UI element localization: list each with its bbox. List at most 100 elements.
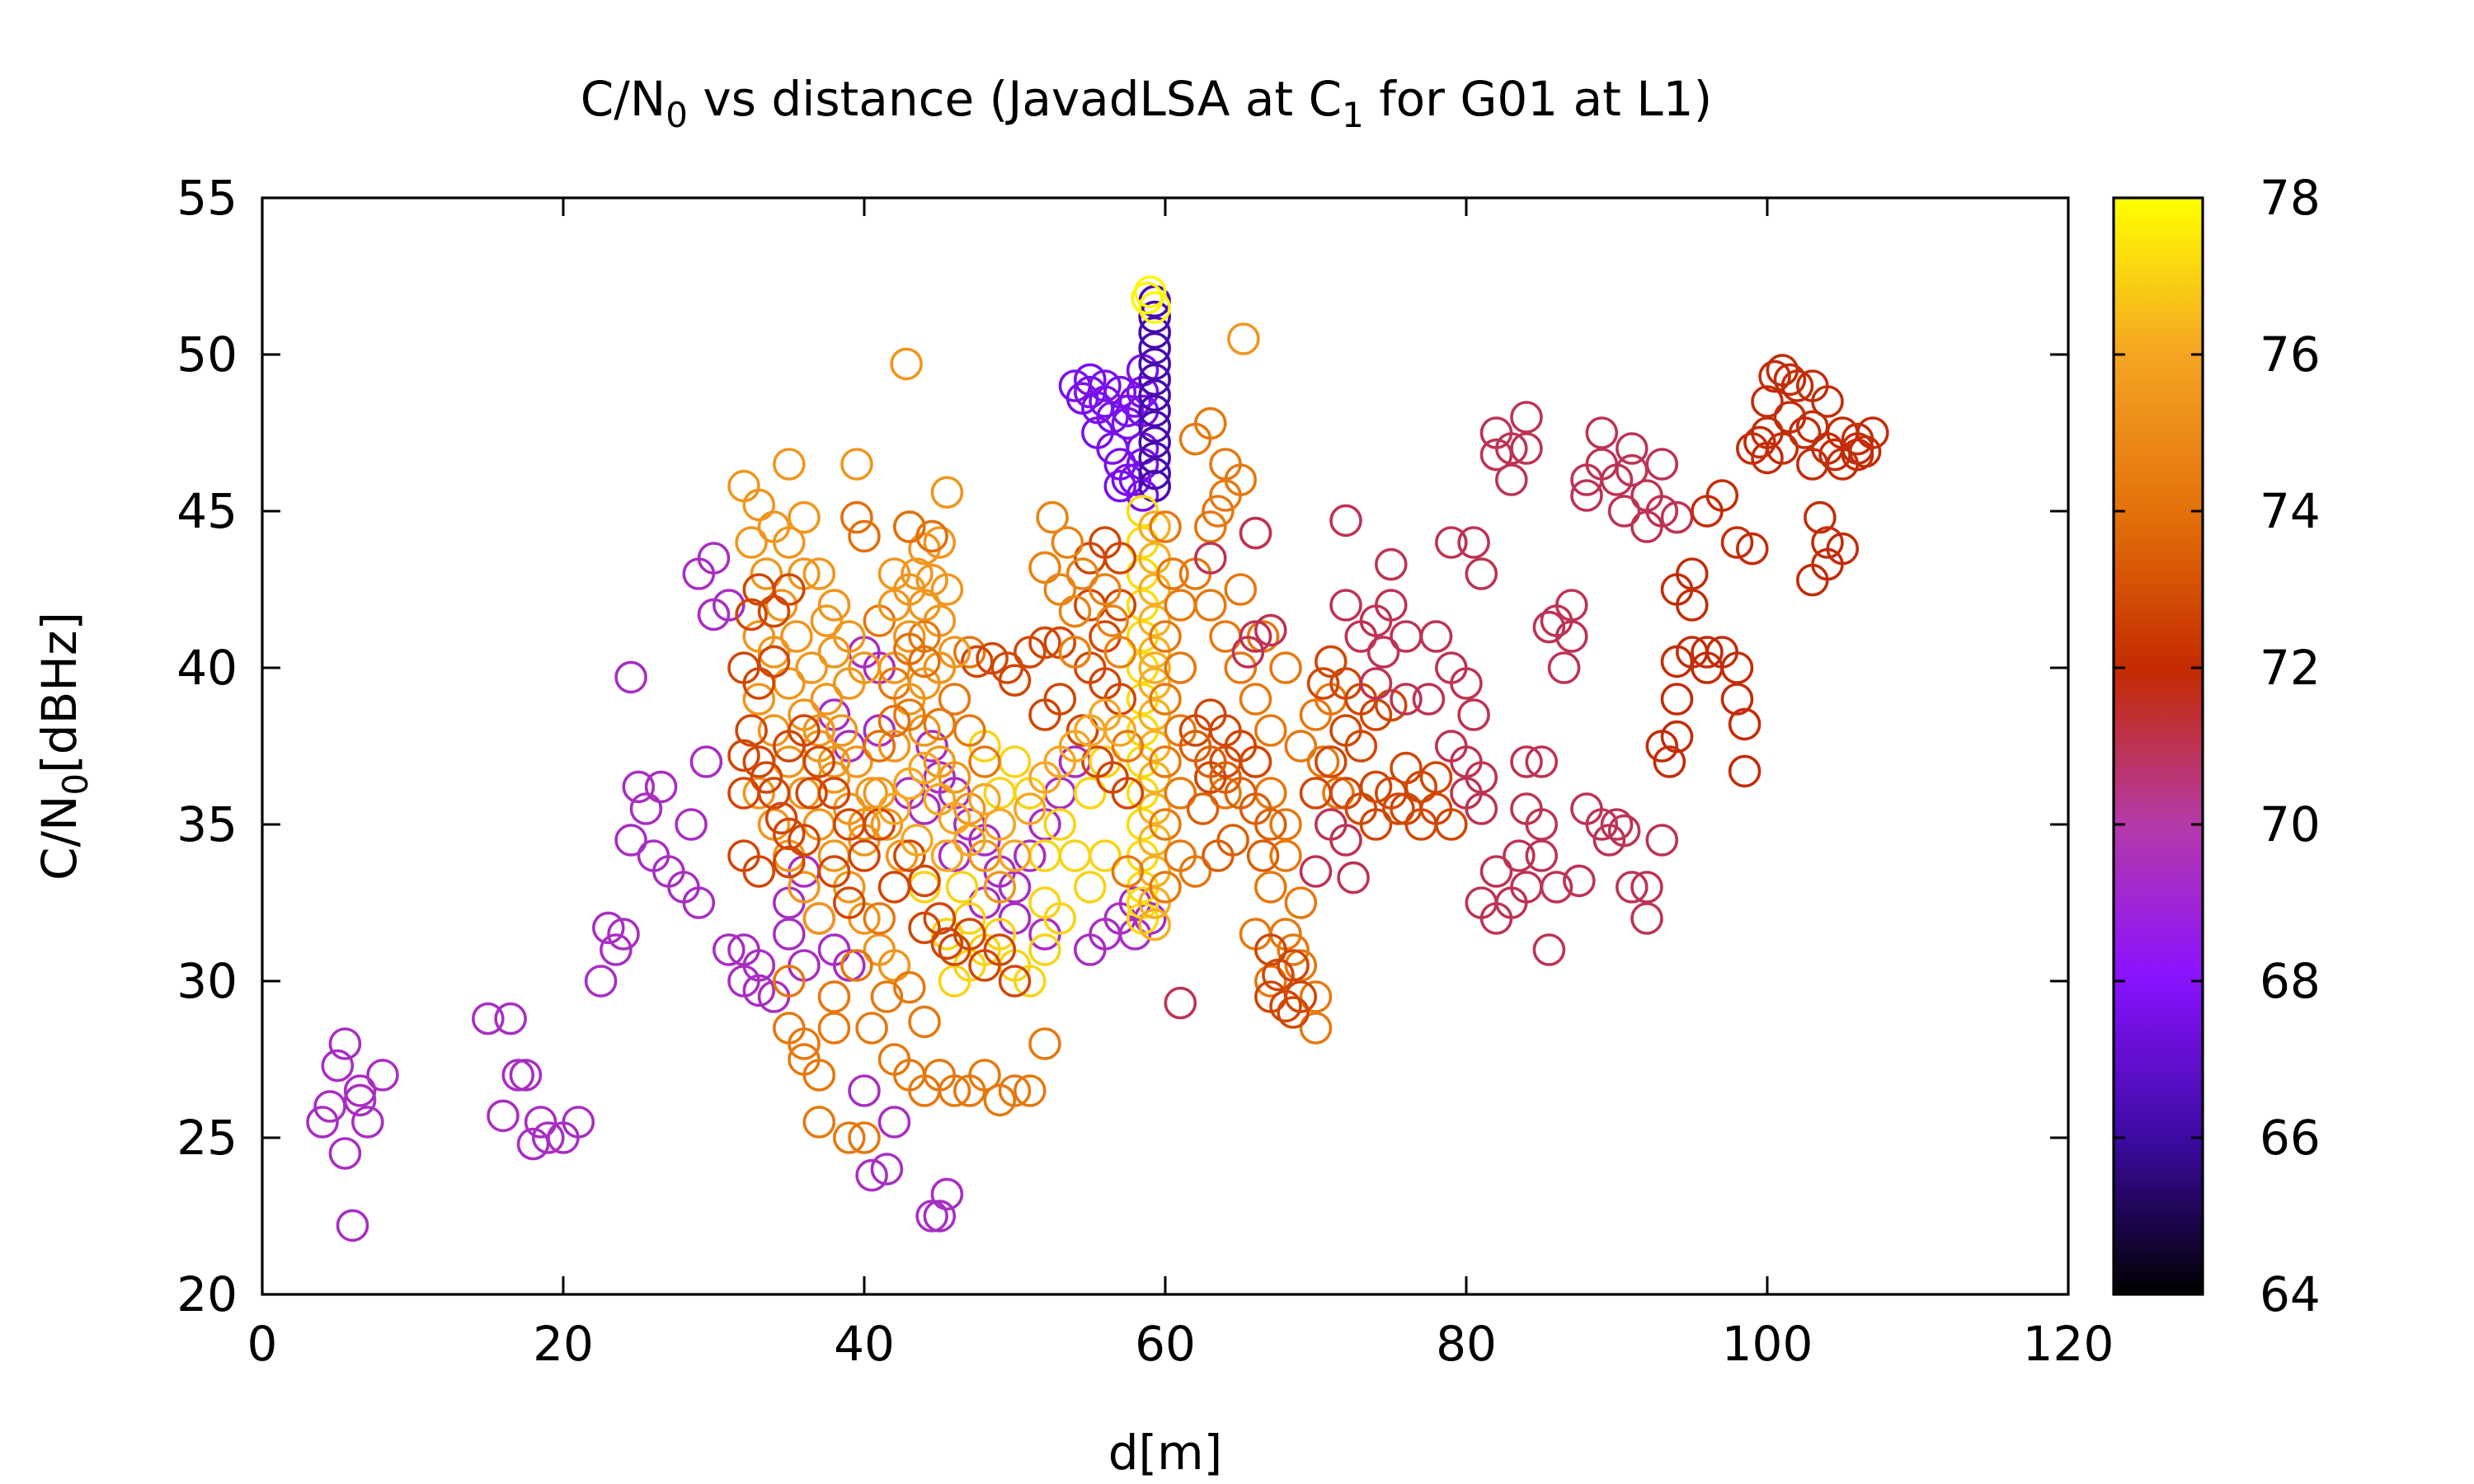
data-point xyxy=(727,777,760,810)
data-point xyxy=(1269,839,1302,872)
data-point xyxy=(1138,410,1171,444)
data-point xyxy=(1254,808,1287,841)
data-point xyxy=(1118,385,1152,418)
title-prefix: C/N xyxy=(581,71,666,127)
data-point xyxy=(1563,864,1596,898)
data-point xyxy=(877,704,911,738)
data-point xyxy=(742,974,776,1007)
data-point xyxy=(870,808,904,841)
data-point xyxy=(584,965,618,998)
data-point xyxy=(848,1074,881,1107)
data-point xyxy=(1329,504,1362,538)
colorbar-tick-label: 78 xyxy=(2260,170,2321,226)
data-point xyxy=(1186,792,1220,825)
data-point xyxy=(1178,422,1212,456)
data-point xyxy=(1607,814,1641,848)
data-point xyxy=(1194,542,1227,575)
colorbar-frame xyxy=(2112,196,2204,1296)
data-point xyxy=(817,636,851,669)
data-point xyxy=(901,824,934,857)
title-suffix: for G01 at L1) xyxy=(1364,71,1712,127)
data-point xyxy=(1014,1074,1047,1107)
data-point xyxy=(772,573,806,606)
data-point xyxy=(1224,651,1258,684)
data-point xyxy=(893,839,926,872)
data-point xyxy=(1758,359,1791,393)
data-point xyxy=(1457,526,1490,559)
data-point xyxy=(471,1002,505,1036)
data-point xyxy=(1525,745,1559,778)
data-point xyxy=(1126,375,1159,409)
data-point xyxy=(772,526,806,559)
data-point xyxy=(833,667,866,700)
data-point xyxy=(757,645,791,679)
data-point xyxy=(757,636,791,669)
data-point xyxy=(1149,510,1182,543)
data-point xyxy=(817,980,851,1013)
data-point xyxy=(1103,636,1137,669)
data-point xyxy=(1532,610,1566,644)
data-point xyxy=(1138,651,1171,684)
data-point xyxy=(1043,683,1077,716)
data-point xyxy=(908,1005,941,1039)
data-point xyxy=(1036,500,1069,534)
data-point xyxy=(1284,980,1318,1013)
data-point xyxy=(1616,453,1649,487)
data-point xyxy=(1570,479,1603,512)
data-point xyxy=(908,751,941,785)
data-point xyxy=(1788,416,1822,449)
data-point xyxy=(1028,933,1061,966)
data-point xyxy=(1826,532,1860,566)
data-point xyxy=(855,777,888,810)
data-point xyxy=(600,933,633,966)
data-point xyxy=(1096,604,1129,637)
data-point xyxy=(810,604,844,637)
data-point xyxy=(1149,808,1182,841)
data-point xyxy=(1435,526,1468,559)
data-point xyxy=(1811,385,1844,418)
data-point xyxy=(788,777,821,810)
data-point xyxy=(893,698,926,731)
data-point xyxy=(1532,933,1566,966)
title-prefix-subscript: 0 xyxy=(666,95,688,135)
data-point xyxy=(1600,808,1634,841)
data-point xyxy=(1074,363,1107,397)
data-point xyxy=(1306,745,1340,778)
data-point xyxy=(697,598,731,632)
data-point xyxy=(877,1106,911,1139)
data-point xyxy=(1299,855,1333,888)
data-point xyxy=(915,519,948,553)
data-point xyxy=(1058,839,1092,872)
data-point xyxy=(961,645,994,679)
data-point xyxy=(923,707,957,741)
data-point xyxy=(863,902,896,935)
data-point xyxy=(1804,500,1837,534)
data-point xyxy=(893,620,926,653)
data-point xyxy=(788,1027,821,1060)
data-point xyxy=(1796,563,1829,597)
data-point xyxy=(622,770,656,804)
data-point xyxy=(1269,651,1302,684)
data-point xyxy=(833,1121,866,1154)
data-point xyxy=(1254,933,1287,966)
x-tick-label: 100 xyxy=(1722,1316,1813,1372)
data-point xyxy=(908,864,941,898)
data-point xyxy=(1450,667,1483,700)
data-point xyxy=(494,1002,527,1036)
data-point xyxy=(890,347,923,381)
data-point xyxy=(923,526,957,559)
data-point xyxy=(1359,770,1393,804)
chart-title: C/N0 vs distance (JavadLSA at C1 for G01… xyxy=(581,71,1712,135)
data-point xyxy=(833,949,866,982)
y-axis-label-subscript: 0 xyxy=(55,773,96,796)
data-point xyxy=(1344,730,1378,763)
data-point xyxy=(930,927,964,960)
data-point xyxy=(1014,839,1047,872)
data-point xyxy=(795,777,828,810)
data-point xyxy=(1676,557,1709,590)
data-point xyxy=(1585,416,1619,449)
data-point xyxy=(877,871,911,904)
y-tick-label: 50 xyxy=(176,326,238,383)
data-point xyxy=(938,801,971,835)
data-point xyxy=(742,683,776,716)
